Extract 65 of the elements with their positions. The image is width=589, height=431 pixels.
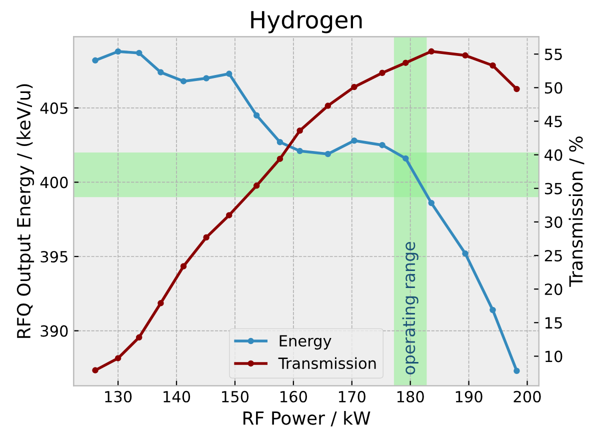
- point: [114, 48, 122, 55]
- point: [226, 70, 232, 77]
- point: [296, 148, 303, 154]
- point: [351, 84, 358, 90]
- y2-tick-label: 35: [544, 182, 562, 194]
- point: [158, 300, 164, 306]
- y2-tick-label: 45: [544, 116, 562, 128]
- point: [402, 60, 409, 66]
- point: [180, 78, 187, 84]
- point: [351, 138, 358, 144]
- point: [92, 57, 98, 64]
- y2-tick-label: 20: [544, 284, 562, 296]
- point: [203, 234, 210, 240]
- x-tick-label: 200: [514, 390, 541, 402]
- x-axis-title: RF Power / kW: [243, 410, 370, 426]
- band-label: operating range: [402, 242, 418, 374]
- y2-tick-label: 50: [544, 82, 562, 94]
- point: [226, 212, 232, 218]
- x-tick-label: 160: [280, 390, 307, 402]
- point: [253, 182, 260, 189]
- y-tick-label: 400: [40, 176, 68, 188]
- point: [428, 48, 434, 55]
- point: [514, 86, 520, 92]
- y2-tick-label: 40: [544, 149, 562, 161]
- point: [203, 75, 210, 82]
- point: [490, 306, 496, 314]
- point: [136, 50, 142, 56]
- y2-tick-label: 10: [545, 350, 562, 362]
- point: [462, 250, 468, 257]
- y-tick-label: 390: [40, 325, 68, 337]
- x-tick-label: 140: [164, 390, 190, 402]
- x-tick-label: 130: [105, 390, 132, 402]
- point: [324, 150, 332, 158]
- point: [462, 52, 468, 59]
- x-tick-label: 170: [338, 390, 366, 402]
- x-tick-label: 150: [222, 390, 249, 402]
- point: [379, 142, 386, 148]
- point: [402, 155, 409, 162]
- point: [92, 367, 98, 374]
- x-tick-label: 180: [397, 390, 424, 402]
- y2-tick-label: 15: [545, 317, 562, 329]
- point: [158, 69, 164, 76]
- point: [379, 70, 386, 76]
- x-tick-label: 190: [456, 390, 482, 402]
- y2-tick-label: 30: [544, 216, 562, 228]
- point: [490, 62, 496, 69]
- y-tick-label: 405: [40, 102, 68, 114]
- y2-axis-title: Transmission / %: [568, 136, 584, 287]
- y-tick-label: 395: [40, 250, 68, 263]
- point: [276, 138, 284, 146]
- y-axis-title: RFQ Output Energy / (keV/u): [16, 84, 34, 338]
- point: [136, 334, 142, 341]
- point: [428, 200, 434, 206]
- chart-title: Hydrogen: [251, 10, 362, 34]
- y2-tick-label: 25: [544, 250, 562, 262]
- legend-label: Transmission: [278, 357, 376, 370]
- point: [276, 156, 284, 162]
- point: [180, 263, 187, 270]
- point: [253, 112, 260, 118]
- point: [514, 368, 520, 374]
- point: [324, 102, 332, 109]
- y2-tick-label: 55: [544, 48, 562, 60]
- point: [114, 355, 122, 362]
- legend-label: Energy: [280, 335, 332, 350]
- point: [296, 128, 303, 134]
